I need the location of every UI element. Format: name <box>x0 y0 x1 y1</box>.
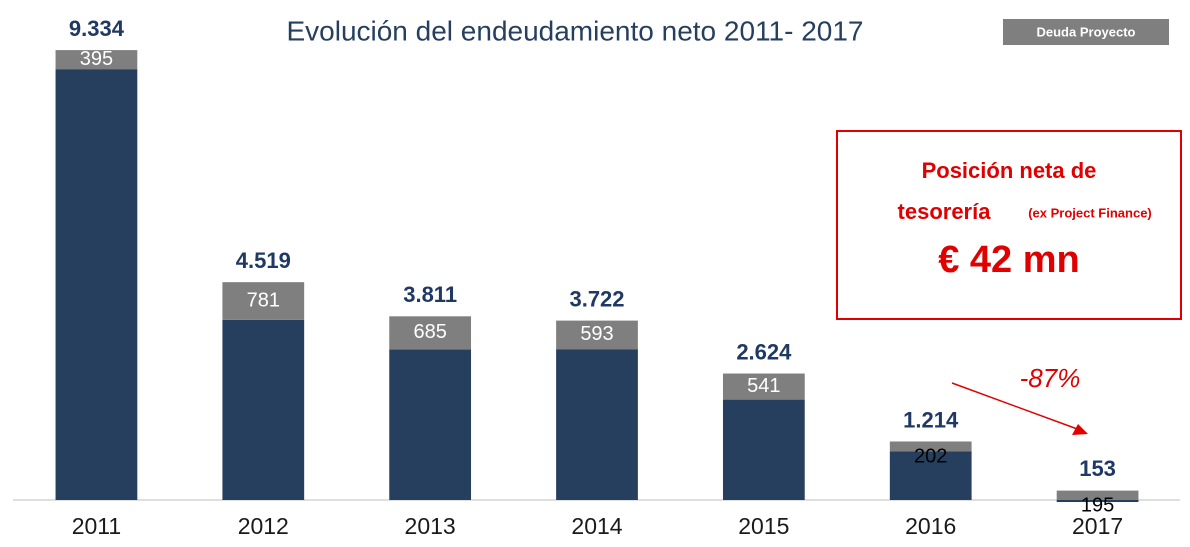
bar-segment <box>889 441 972 452</box>
bar-segment <box>889 451 972 500</box>
legend-label: Deuda Proyecto <box>1037 24 1136 39</box>
callout-box <box>836 130 1182 320</box>
total-label: 3.811 <box>403 282 457 307</box>
legend-box <box>1003 19 1169 45</box>
total-label: 2.624 <box>736 339 792 364</box>
total-label: 1.214 <box>903 407 959 432</box>
bar-segment <box>556 320 638 350</box>
bar-segment <box>389 316 472 350</box>
x-tick-label: 2014 <box>571 513 622 539</box>
segment-label: 395 <box>80 48 113 70</box>
total-label: 9.334 <box>69 16 125 41</box>
segment-label: 781 <box>247 289 280 311</box>
bar-segment <box>55 69 138 500</box>
bar-segment <box>389 349 472 500</box>
total-label: 153 <box>1079 456 1116 481</box>
arrow <box>951 382 1081 431</box>
segment-label: 202 <box>914 446 947 468</box>
bar-segment <box>222 319 305 500</box>
segment-label: 593 <box>580 323 613 345</box>
x-tick-label: 2012 <box>238 513 289 539</box>
x-tick-label: 2011 <box>72 513 121 539</box>
callout-text: Posición neta de <box>922 158 1097 183</box>
total-label: 4.519 <box>236 248 291 273</box>
x-tick-label: 2017 <box>1072 513 1123 539</box>
x-tick-label: 2015 <box>738 513 789 539</box>
bar-segment <box>55 50 138 70</box>
x-tick-label: 2013 <box>405 513 456 539</box>
x-tick-label: 2016 <box>905 513 956 539</box>
callout-text: tesorería <box>898 199 992 224</box>
bar-segment <box>722 399 805 500</box>
bar-segment <box>722 373 805 400</box>
change-label: -87% <box>1020 363 1081 393</box>
bar-segment <box>556 349 638 500</box>
segment-label: 685 <box>413 321 446 343</box>
segment-label: 195 <box>1081 494 1114 516</box>
bar-segment <box>1056 490 1139 500</box>
arrow-head <box>1072 424 1088 435</box>
total-label: 3.722 <box>569 286 624 311</box>
segment-label: 541 <box>747 375 780 397</box>
bar-segment <box>222 282 305 320</box>
callout-note: (ex Project Finance) <box>1028 205 1152 220</box>
bar-segment <box>1056 500 1139 503</box>
callout-amount: € 42 mn <box>938 239 1080 281</box>
chart-title: Evolución del endeudamiento neto 2011- 2… <box>286 15 863 46</box>
